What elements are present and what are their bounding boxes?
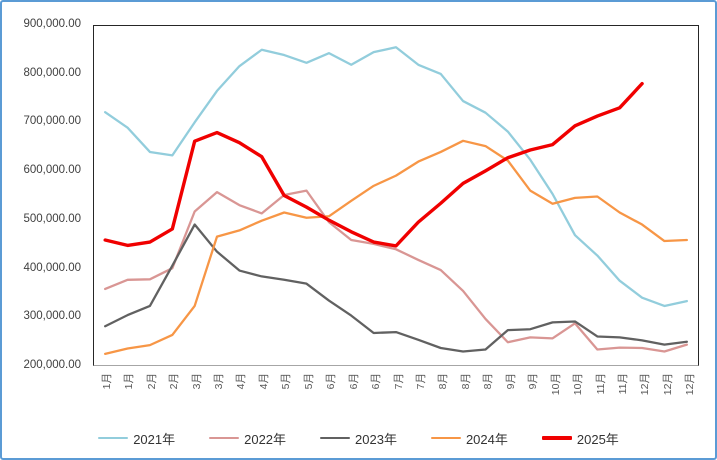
series-line-2022年 [104, 189, 688, 353]
x-axis-label: 11月 [594, 373, 607, 395]
legend-label: 2025年 [576, 431, 619, 447]
y-axis-label: 800,000.00 [23, 66, 81, 79]
y-axis-label: 900,000.00 [23, 18, 81, 30]
y-axis-label: 300,000.00 [23, 310, 81, 323]
x-axis-label: 12月 [661, 373, 674, 396]
y-axis-label: 500,000.00 [23, 212, 81, 225]
x-axis-label: 7月 [392, 373, 405, 390]
legend-label: 2021年 [133, 431, 176, 447]
legend-item-2023年: 2023年 [320, 429, 397, 448]
x-axis-label: 7月 [414, 373, 427, 390]
y-axis-label: 600,000.00 [23, 164, 81, 177]
x-axis-label: 1月 [100, 373, 113, 390]
x-axis-label: 5月 [280, 373, 293, 390]
x-axis-label: 9月 [527, 373, 540, 390]
x-axis-label: 10月 [572, 373, 585, 396]
x-axis-label: 6月 [347, 373, 360, 390]
x-axis-label: 1月 [123, 373, 136, 390]
plot-area [93, 25, 699, 366]
x-axis-label: 12月 [639, 373, 652, 396]
x-axis: 1月 1月 2月 2月 3月 3月 4月 4月 5月 5月 6月 6月 6月 7月 7月 8月 8月 8月 9月 9月… [93, 370, 699, 416]
x-axis-label: 9月 [504, 373, 517, 390]
legend-swatch-2024年 [430, 436, 461, 440]
x-axis-label: 3月 [190, 373, 203, 390]
legend-label: 2022年 [244, 431, 287, 447]
x-axis-label: 2月 [168, 373, 181, 390]
series-line-2023年 [104, 223, 688, 353]
legend-item-2024年: 2024年 [430, 429, 508, 448]
x-axis-label: 8月 [437, 373, 450, 390]
x-axis-label: 8月 [482, 373, 495, 390]
y-axis: 900,000.00 800,000.00 700,000.00 600,000.00… [2, 18, 85, 371]
legend-swatch-2023年 [320, 436, 351, 440]
x-axis-label: 2月 [145, 373, 158, 390]
x-axis-label: 5月 [302, 373, 315, 390]
x-axis-label: 8月 [459, 373, 472, 390]
series-line-2025年 [103, 81, 644, 248]
series-canvas [103, 46, 688, 356]
legend: 2021年 2022年 2023年 2024年 2025年 [2, 426, 715, 450]
x-axis-label: 4月 [235, 373, 248, 390]
legend-label: 2023年 [355, 431, 397, 447]
x-axis-label: 6月 [370, 373, 383, 390]
x-axis-label: 6月 [325, 373, 338, 390]
series-line-2021年 [104, 46, 688, 308]
legend-item-2022年: 2022年 [209, 429, 286, 448]
x-axis-label: 11月 [616, 373, 629, 395]
x-axis-label: 3月 [212, 373, 225, 390]
legend-swatch-2022年 [209, 436, 240, 440]
legend-label: 2024年 [465, 431, 508, 447]
series-line-2024年 [104, 139, 688, 356]
y-axis-label: 700,000.00 [23, 115, 81, 128]
y-axis-label: 400,000.00 [23, 261, 81, 274]
y-axis-label: 200,000.00 [23, 359, 81, 371]
x-axis-label: 4月 [257, 373, 270, 390]
legend-swatch-2021年 [98, 436, 129, 440]
legend-item-2025年: 2025年 [541, 429, 619, 448]
x-axis-label: 10月 [549, 373, 562, 396]
x-axis-label: 12月 [684, 373, 697, 396]
legend-swatch-2025年 [541, 436, 572, 440]
legend-item-2021年: 2021年 [98, 429, 175, 448]
